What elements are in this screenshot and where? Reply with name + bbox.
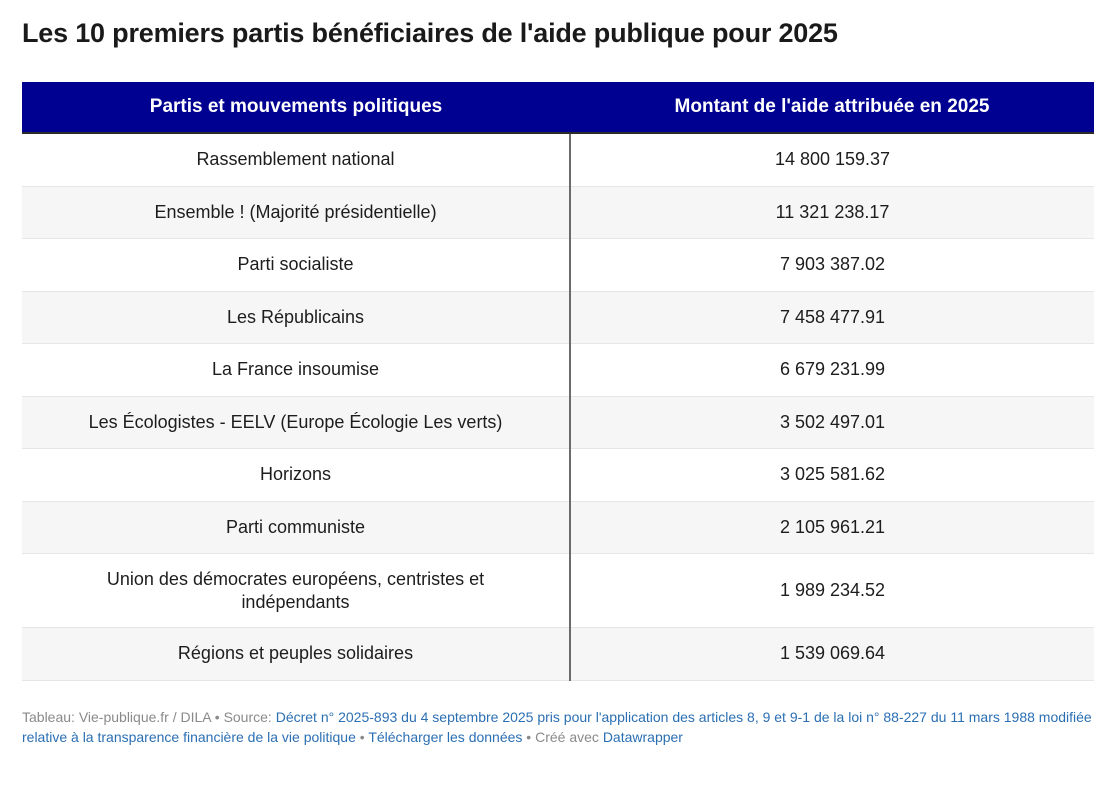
amount-cell: 6 679 231.99 (570, 343, 1094, 397)
table-header-row: Partis et mouvements politiques Montant … (22, 82, 1094, 134)
party-cell: Horizons (22, 448, 571, 502)
download-data-link[interactable]: Télécharger les données (368, 729, 523, 745)
created-with-text: Créé avec (535, 729, 603, 745)
amount-cell: 14 800 159.37 (570, 133, 1094, 187)
table-row: La France insoumise 6 679 231.99 (22, 343, 1094, 397)
source-link[interactable]: Décret n° 2025-893 du 4 septembre 2025 p… (22, 709, 1092, 745)
party-cell: Ensemble ! (Majorité présidentielle) (22, 186, 571, 239)
source-footer: Tableau: Vie-publique.fr / DILA • Source… (22, 707, 1094, 747)
table-row: Ensemble ! (Majorité présidentielle) 11 … (22, 186, 1094, 239)
column-header-amount[interactable]: Montant de l'aide attribuée en 2025 (570, 82, 1094, 134)
table-row: Régions et peuples solidaires 1 539 069.… (22, 627, 1094, 681)
party-cell: La France insoumise (22, 343, 571, 397)
separator: • (522, 729, 536, 745)
amount-cell: 1 539 069.64 (570, 627, 1094, 681)
column-header-party[interactable]: Partis et mouvements politiques (22, 82, 570, 134)
table-row: Parti socialiste 7 903 387.02 (22, 238, 1094, 292)
table-row: Les Écologistes - EELV (Europe Écologie … (22, 396, 1094, 449)
amount-cell: 7 458 477.91 (570, 291, 1094, 344)
party-cell: Parti socialiste (22, 238, 571, 292)
credit-text: Tableau: Vie-publique.fr / DILA (22, 709, 211, 725)
party-cell: Rassemblement national (22, 133, 571, 187)
amount-cell: 2 105 961.21 (570, 501, 1094, 554)
table-row: Horizons 3 025 581.62 (22, 448, 1094, 502)
party-cell: Régions et peuples solidaires (22, 627, 571, 681)
amount-cell: 3 025 581.62 (570, 448, 1094, 502)
separator: • (355, 729, 369, 745)
party-cell: Les Républicains (22, 291, 571, 344)
amount-cell: 3 502 497.01 (570, 396, 1094, 449)
source-label: Source: (223, 709, 276, 725)
page-title: Les 10 premiers partis bénéficiaires de … (22, 18, 838, 48)
table-row: Union des démocrates européens, centrist… (22, 553, 1094, 628)
datawrapper-link[interactable]: Datawrapper (602, 729, 683, 745)
separator: • (210, 709, 224, 725)
data-table: Partis et mouvements politiques Montant … (22, 82, 1094, 681)
amount-cell: 7 903 387.02 (570, 238, 1094, 292)
party-cell: Union des démocrates européens, centrist… (22, 553, 571, 628)
party-cell: Parti communiste (22, 501, 571, 554)
table-row: Les Républicains 7 458 477.91 (22, 291, 1094, 344)
party-cell: Les Écologistes - EELV (Europe Écologie … (22, 396, 571, 449)
amount-cell: 11 321 238.17 (570, 186, 1094, 239)
table-row: Parti communiste 2 105 961.21 (22, 501, 1094, 554)
amount-cell: 1 989 234.52 (570, 553, 1094, 628)
table-row: Rassemblement national 14 800 159.37 (22, 133, 1094, 187)
